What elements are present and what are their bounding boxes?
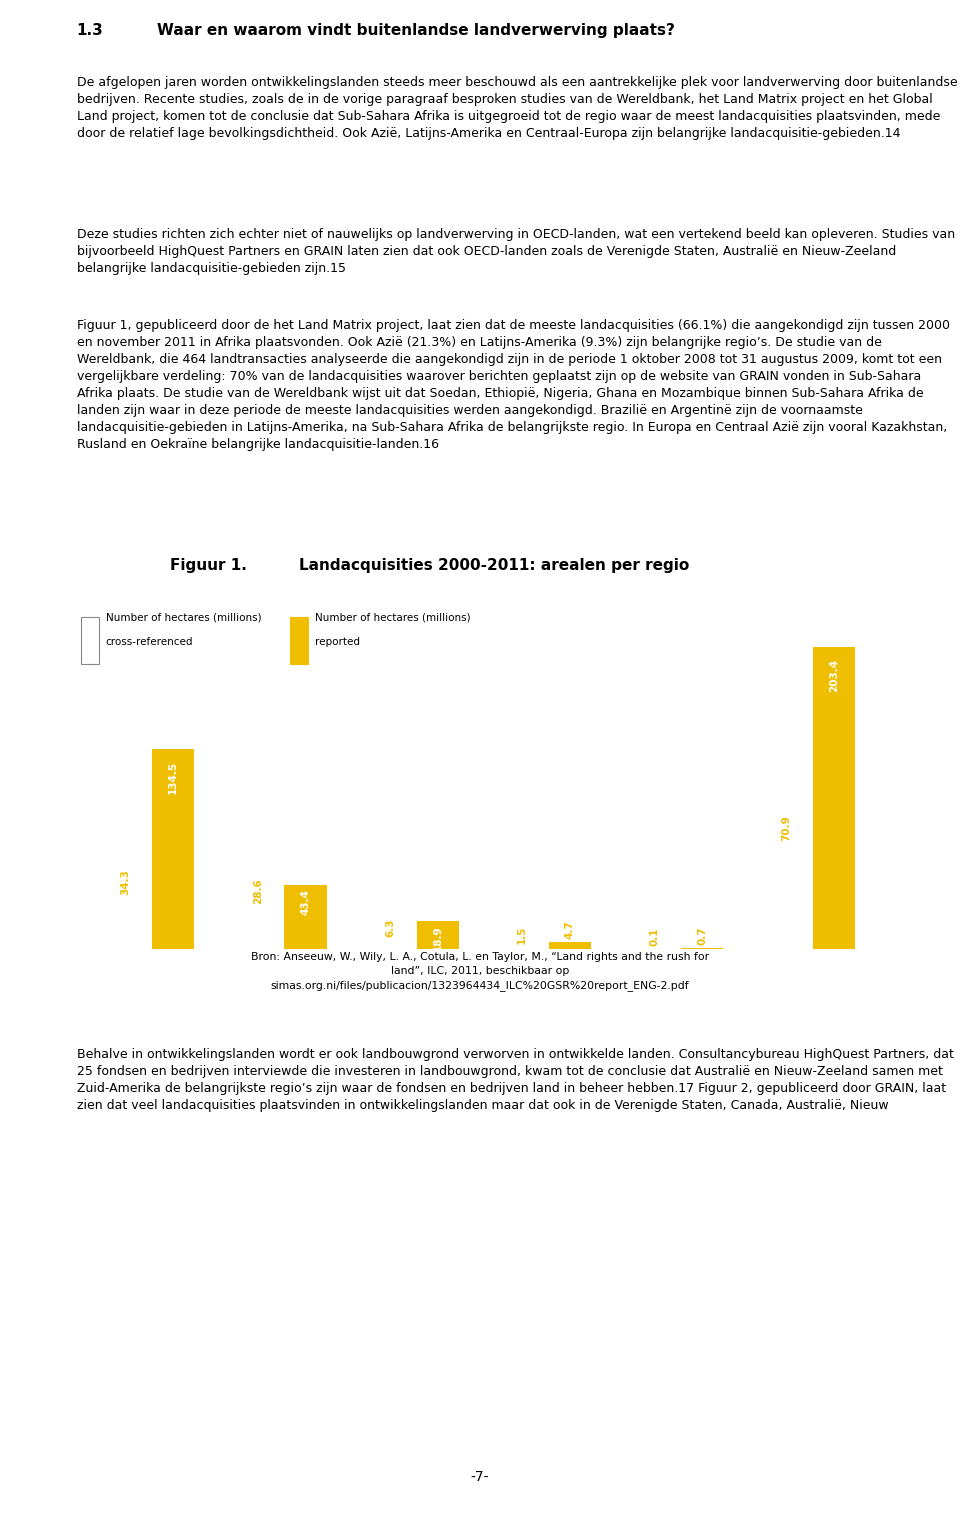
Bar	[549, 942, 591, 949]
Bar	[152, 749, 195, 949]
Text: Landacquisities 2000-2011: arealen per regio: Landacquisities 2000-2011: arealen per r…	[299, 557, 689, 573]
Text: Europe: Europe	[521, 977, 571, 989]
Text: 0.7: 0.7	[697, 927, 708, 945]
Text: 18.9: 18.9	[433, 925, 443, 951]
Text: Figuur 1.: Figuur 1.	[170, 557, 247, 573]
Text: Asia: Asia	[267, 977, 297, 989]
Text: 0.1: 0.1	[650, 928, 660, 946]
Text: 43.4: 43.4	[300, 889, 310, 916]
Bar	[105, 898, 147, 949]
Text: De afgelopen jaren worden ontwikkelingslanden steeds meer beschouwd als een aant: De afgelopen jaren worden ontwikkelingsl…	[77, 76, 957, 140]
Text: Deze studies richten zich echter niet of nauwelijks op landverwerving in OECD-la: Deze studies richten zich echter niet of…	[77, 228, 955, 275]
Text: Bron: Anseeuw, W., Wily, L. A., Cotula, L. en Taylor, M., “Land rights and the r: Bron: Anseeuw, W., Wily, L. A., Cotula, …	[251, 952, 709, 992]
Text: World: World	[790, 977, 831, 989]
Text: Figuur 1, gepubliceerd door de het Land Matrix project, laat zien dat de meeste : Figuur 1, gepubliceerd door de het Land …	[77, 319, 949, 451]
Text: 203.4: 203.4	[829, 659, 839, 691]
Bar	[369, 940, 411, 949]
Text: 1.3: 1.3	[77, 23, 104, 38]
Text: reported: reported	[316, 636, 361, 647]
Text: 34.3: 34.3	[121, 869, 131, 895]
Text: 1.5: 1.5	[517, 925, 527, 945]
Bar	[237, 907, 279, 949]
Bar	[813, 647, 855, 949]
Text: Waar en waarom vindt buitenlandse landverwerving plaats?: Waar en waarom vindt buitenlandse landve…	[157, 23, 675, 38]
Text: Africa: Africa	[129, 977, 170, 989]
Text: 4.7: 4.7	[564, 921, 575, 939]
Text: Number of hectares (millions): Number of hectares (millions)	[106, 612, 261, 623]
Text: 28.6: 28.6	[252, 878, 263, 904]
Bar	[284, 886, 326, 949]
Bar	[417, 921, 459, 949]
Text: cross-referenced: cross-referenced	[106, 636, 193, 647]
Bar	[291, 617, 308, 664]
Text: Latin America: Latin America	[366, 977, 463, 989]
Text: 6.3: 6.3	[385, 919, 396, 937]
Text: Oceania: Oceania	[650, 977, 707, 989]
Text: 70.9: 70.9	[781, 816, 792, 842]
Bar	[765, 845, 808, 949]
Text: 134.5: 134.5	[168, 761, 179, 794]
Bar	[81, 617, 99, 664]
Text: -7-: -7-	[470, 1470, 490, 1484]
Text: Behalve in ontwikkelingslanden wordt er ook landbouwgrond verworven in ontwikkel: Behalve in ontwikkelingslanden wordt er …	[77, 1048, 953, 1112]
Text: Number of hectares (millions): Number of hectares (millions)	[316, 612, 471, 623]
Bar	[501, 948, 543, 949]
